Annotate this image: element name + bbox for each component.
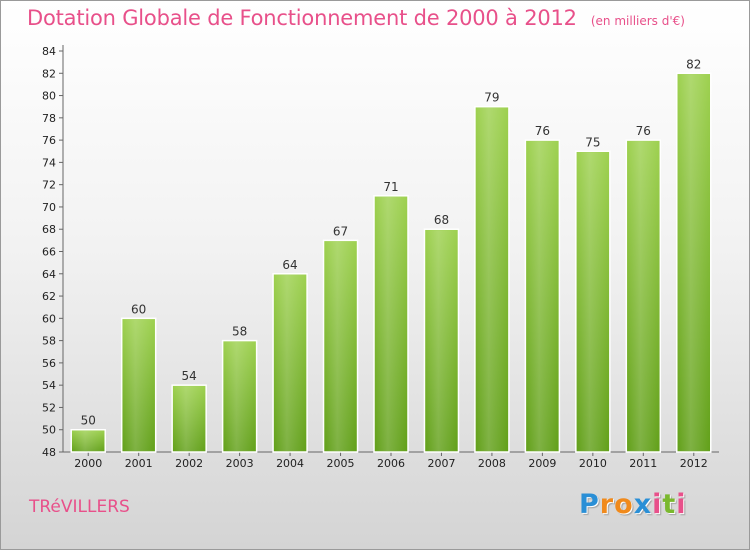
x-tick-label: 2007 xyxy=(427,457,455,470)
data-label: 54 xyxy=(182,369,197,383)
y-tick-label: 70 xyxy=(42,201,56,214)
bars xyxy=(70,72,712,453)
x-tick-label: 2011 xyxy=(629,457,657,470)
bar-highlight xyxy=(475,107,508,451)
logo-letter: r xyxy=(599,489,615,520)
proxiti-logo[interactable]: Proxiti xyxy=(579,489,687,520)
data-label: 67 xyxy=(333,224,348,238)
logo-letter: x xyxy=(633,489,653,520)
y-tick-label: 58 xyxy=(42,335,56,348)
x-tick-label: 2012 xyxy=(680,457,708,470)
commune-name: TRéVILLERS xyxy=(29,497,130,517)
data-label: 76 xyxy=(535,124,550,138)
x-tick-label: 2008 xyxy=(478,457,506,470)
axes: 48 50 52 54 56 58 60 62 64 66 68 70 72 74 76 78 80 82 84 xyxy=(42,45,719,459)
data-label: 60 xyxy=(131,302,146,316)
logo-letter: t xyxy=(662,489,677,520)
x-tick-label: 2000 xyxy=(74,457,102,470)
x-tick-label: 2010 xyxy=(579,457,607,470)
bar-highlight xyxy=(526,141,559,451)
bar-highlight xyxy=(576,152,609,451)
logo-letter: i xyxy=(652,489,663,520)
y-tick-label: 74 xyxy=(42,156,56,169)
bar-highlight xyxy=(627,141,660,451)
y-tick-label: 52 xyxy=(42,401,56,414)
bar-highlight xyxy=(425,230,458,451)
data-label: 82 xyxy=(686,57,701,71)
x-tick-label: 2005 xyxy=(327,457,355,470)
data-label: 68 xyxy=(434,213,449,227)
title-row: Dotation Globale de Fonctionnement de 20… xyxy=(27,6,685,30)
y-tick-label: 66 xyxy=(42,246,56,259)
x-tick-label: 2009 xyxy=(528,457,556,470)
y-tick-label: 60 xyxy=(42,312,56,325)
y-tick-label: 64 xyxy=(42,268,56,281)
y-tick-label: 48 xyxy=(42,446,56,459)
y-tick-label: 80 xyxy=(42,90,56,103)
labels: 2000 50 2001 60 2002 54 2003 58 2004 64 2005 67 2006… xyxy=(74,57,708,470)
chart-title: Dotation Globale de Fonctionnement de 20… xyxy=(27,6,577,30)
y-tick-label: 82 xyxy=(42,67,56,80)
y-tick-label: 68 xyxy=(42,223,56,236)
y-tick-label: 56 xyxy=(42,357,56,370)
y-tick-label: 84 xyxy=(42,45,56,58)
y-tick-label: 78 xyxy=(42,112,56,125)
data-label: 79 xyxy=(484,91,499,105)
data-label: 76 xyxy=(636,124,651,138)
x-tick-label: 2003 xyxy=(226,457,254,470)
data-label: 71 xyxy=(383,180,398,194)
bar-highlight xyxy=(677,74,710,452)
logo-letter: o xyxy=(614,489,634,520)
bar-highlight xyxy=(173,386,206,451)
y-tick-label: 62 xyxy=(42,290,56,303)
logo-letter: i xyxy=(676,489,687,520)
x-tick-label: 2002 xyxy=(175,457,203,470)
bar-highlight xyxy=(223,341,256,451)
y-tick-label: 76 xyxy=(42,134,56,147)
data-label: 58 xyxy=(232,325,247,339)
bar-highlight xyxy=(274,274,307,451)
bar-highlight xyxy=(72,430,105,451)
y-tick-label: 50 xyxy=(42,424,56,437)
bar-highlight xyxy=(375,196,407,451)
data-label: 75 xyxy=(585,135,600,149)
x-tick-label: 2001 xyxy=(125,457,153,470)
data-label: 50 xyxy=(81,414,96,428)
y-tick-label: 54 xyxy=(42,379,56,392)
logo-letter: P xyxy=(579,489,600,520)
bar-highlight xyxy=(324,241,357,451)
x-tick-label: 2006 xyxy=(377,457,405,470)
y-tick-label: 72 xyxy=(42,179,56,192)
bar-highlight xyxy=(122,319,155,451)
data-label: 64 xyxy=(282,258,297,272)
chart-subtitle: (en milliers d'€) xyxy=(590,14,685,28)
x-tick-label: 2004 xyxy=(276,457,304,470)
